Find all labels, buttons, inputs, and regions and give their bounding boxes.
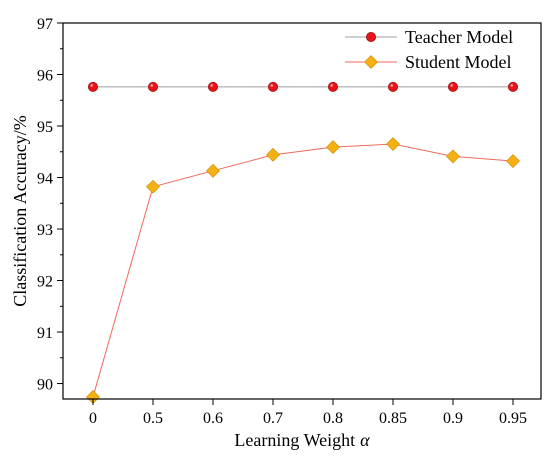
data-point-teacher — [207, 81, 218, 92]
y-tick-label: 94 — [37, 171, 53, 188]
data-point-highlight — [150, 84, 153, 87]
series-student — [86, 137, 520, 404]
x-axis-title-label: Learning Weight — [234, 430, 355, 450]
legend-item-teacher: Teacher Model — [345, 27, 513, 47]
y-tick-label: 91 — [37, 325, 53, 342]
y-tick-label: 90 — [37, 377, 53, 394]
data-point-student — [446, 149, 460, 164]
data-point-highlight — [270, 84, 274, 87]
legend-teacher-label: Teacher Model — [405, 27, 513, 47]
y-tick-label: 97 — [37, 16, 53, 33]
x-tick-label: 0.9 — [443, 410, 463, 427]
x-axis-title: Learning Weight α — [234, 430, 370, 450]
data-point-teacher — [147, 81, 158, 92]
data-point-highlight — [510, 84, 513, 87]
plot-frame — [62, 22, 542, 400]
y-tick-label: 92 — [37, 274, 53, 291]
data-point-teacher — [88, 81, 99, 92]
series-line-student — [92, 143, 514, 398]
x-tick-label: 0.95 — [499, 410, 527, 427]
legend: Teacher Model Student Model — [345, 27, 513, 72]
legend-student-label: Student Model — [405, 52, 512, 72]
x-axis-title-symbol: α — [360, 430, 370, 450]
data-point-teacher — [507, 81, 518, 92]
y-tick-label: 95 — [37, 119, 53, 136]
data-point-student — [266, 147, 280, 162]
data-point-highlight — [330, 84, 334, 87]
x-tick-label: 0.85 — [379, 410, 407, 427]
data-point-teacher — [267, 81, 278, 92]
data-point-highlight — [90, 84, 93, 87]
data-point-teacher — [447, 81, 458, 92]
data-point-highlight — [390, 84, 394, 87]
legend-student-marker — [364, 55, 378, 69]
data-point-student — [386, 137, 400, 151]
y-tick-label: 93 — [37, 222, 53, 239]
legend-item-student: Student Model — [345, 52, 512, 72]
y-axis-title: Classification Accuracy/% — [10, 115, 30, 306]
x-axis: 0 0.5 0.6 0.7 0.8 0.85 0.9 0.95 — [89, 399, 527, 427]
legend-teacher-marker — [365, 32, 376, 43]
data-point-student — [146, 179, 160, 194]
x-tick-label: 0.5 — [143, 410, 163, 427]
data-point-student — [326, 140, 340, 155]
data-point-teacher — [387, 81, 398, 92]
x-tick-label: 0.7 — [263, 410, 283, 427]
data-point-student — [206, 163, 220, 178]
x-tick-label: 0.8 — [323, 410, 343, 427]
plot-marks — [86, 81, 520, 404]
data-point-highlight — [210, 84, 213, 87]
data-point-teacher — [327, 81, 338, 92]
x-tick-label: 0 — [89, 410, 97, 427]
y-tick-label: 96 — [37, 68, 53, 85]
series-teacher — [88, 81, 518, 92]
x-tick-label: 0.6 — [203, 410, 223, 427]
y-axis: 90 91 92 93 94 95 96 97 — [37, 16, 63, 394]
data-point-highlight — [450, 84, 454, 87]
data-point-student — [506, 154, 520, 168]
